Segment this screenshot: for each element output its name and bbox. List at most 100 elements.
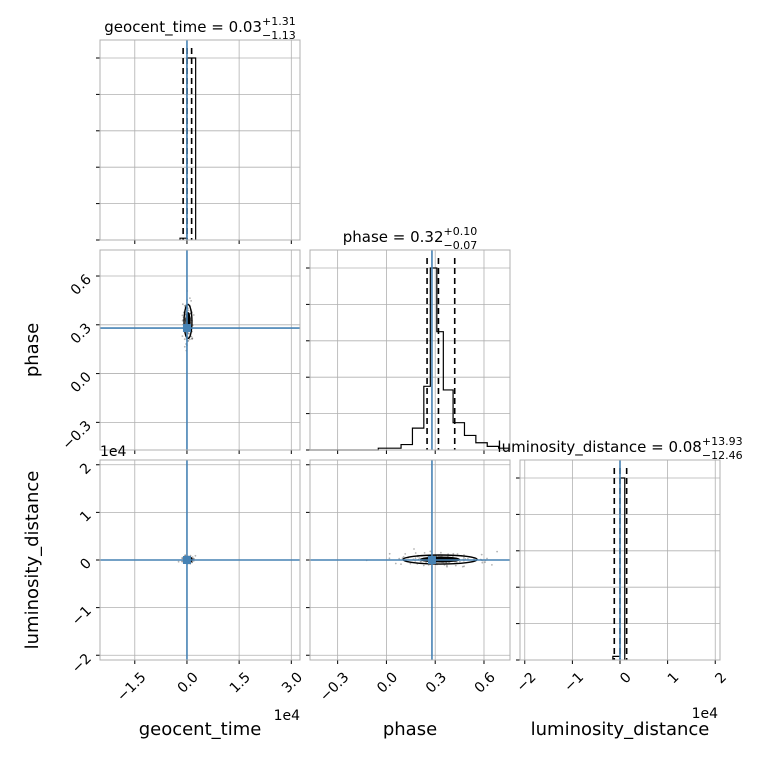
sample-point: [183, 345, 186, 348]
x-tick-label: 3.0: [279, 669, 306, 696]
x-axis-label-geocent_time: geocent_time: [139, 719, 262, 740]
panel-frame-panel-phase-phase: [309, 249, 511, 451]
x-tick-label: −0.3: [317, 669, 352, 704]
y-tick-label: −0.3: [59, 418, 94, 453]
sample-point: [429, 550, 432, 553]
panel-frame-panel-geocent_time-geocent_time: [99, 39, 301, 241]
sample-point: [189, 297, 191, 299]
title-minus-error: −0.07: [444, 239, 478, 252]
sample-point: [190, 335, 193, 338]
title-prefix: phase =: [343, 228, 410, 246]
sample-point: [191, 337, 194, 340]
sample-point: [454, 564, 457, 567]
x-tick-label: 1.5: [227, 669, 254, 696]
y-offset-label-luminosity_distance: 1e4: [100, 444, 127, 460]
title-prefix: geocent_time =: [104, 18, 228, 37]
sample-point: [181, 303, 184, 306]
sample-point: [188, 332, 191, 335]
sample-point: [190, 300, 193, 302]
sample-point: [181, 557, 184, 560]
sample-point: [180, 560, 183, 563]
sample-point: [402, 556, 405, 558]
sample-point: [496, 550, 498, 553]
sample-point: [484, 561, 486, 564]
y-tick-label: 1: [77, 508, 95, 526]
x-tick-label: 1: [665, 669, 683, 687]
title-prefix: luminosity_distance =: [497, 438, 668, 457]
title-plus-error: +0.10: [444, 225, 478, 238]
sample-point: [400, 563, 402, 565]
sample-point: [394, 562, 397, 565]
sample-point: [481, 561, 484, 564]
sample-point: [191, 338, 194, 340]
sample-point: [181, 335, 184, 337]
sample-point: [446, 564, 448, 567]
x-tick-label: 2: [712, 669, 730, 687]
panel-frame-panel-luminosity_distance-phase: [309, 459, 511, 661]
sample-point: [183, 338, 186, 341]
x-offset-label-luminosity_distance: 1e4: [692, 706, 719, 722]
sample-point: [187, 309, 190, 312]
x-tick-label: −1: [561, 669, 587, 695]
title-plus-error: +1.31: [262, 15, 296, 28]
sample-point: [188, 338, 191, 341]
sample-point: [461, 565, 464, 568]
contour-2sigma: [183, 303, 193, 340]
x-tick-label: 0.6: [472, 669, 499, 696]
sample-point: [456, 553, 459, 555]
histogram-phase: [310, 267, 511, 451]
sample-point: [183, 304, 186, 307]
x-tick-label: 0.3: [423, 669, 450, 696]
sample-point: [404, 553, 407, 555]
sample-point: [184, 554, 187, 557]
sample-point: [486, 557, 488, 560]
title-luminosity_distance: luminosity_distance = 0.08+13.93: [497, 435, 742, 457]
sample-point: [181, 557, 184, 559]
x-tick-label: 0.0: [175, 669, 202, 696]
truth-marker: [427, 556, 436, 564]
y-tick-label: 0: [77, 556, 95, 574]
sample-point: [388, 557, 391, 560]
title-minus-error: −12.46: [702, 449, 743, 462]
sample-point: [463, 565, 465, 568]
x-tick-label: −2: [514, 669, 540, 695]
x-tick-label: 0.0: [374, 669, 401, 696]
sample-point: [463, 556, 465, 559]
x-axis-label-phase: phase: [383, 719, 437, 740]
sample-point: [414, 552, 417, 554]
sample-point: [181, 314, 184, 317]
sample-point: [192, 314, 195, 316]
x-offset-label-geocent_time: 1e4: [274, 708, 301, 724]
y-tick-label: −1: [69, 603, 95, 629]
truth-marker: [182, 556, 191, 564]
truth-marker: [182, 324, 191, 333]
sample-point: [409, 562, 412, 565]
y-axis-label-luminosity_distance: luminosity_distance: [22, 471, 43, 650]
sample-point: [388, 552, 391, 555]
title-median: 0.08: [668, 438, 701, 456]
sample-point: [398, 557, 401, 560]
x-tick-label: 0: [617, 669, 635, 687]
y-tick-label: 0.6: [68, 271, 95, 298]
sample-point: [458, 560, 461, 563]
title-median: 0.03: [229, 18, 262, 36]
sample-point: [191, 337, 193, 340]
sample-point: [191, 556, 194, 559]
title-median: 0.32: [410, 228, 443, 246]
sample-point: [181, 319, 184, 322]
y-tick-label: −2: [69, 651, 95, 677]
sample-point: [446, 565, 448, 568]
sample-point: [187, 340, 190, 342]
sample-point: [419, 561, 422, 563]
panel-frame-panel-phase-geocent_time: [99, 249, 301, 451]
sample-point: [452, 552, 455, 555]
x-tick-label: −1.5: [114, 669, 149, 704]
sample-point: [177, 560, 180, 563]
y-tick-label: 2: [77, 460, 95, 478]
y-axis-label-phase: phase: [22, 323, 43, 377]
x-axis-label-luminosity_distance: luminosity_distance: [531, 719, 710, 740]
sample-point: [422, 564, 425, 567]
sample-point: [440, 551, 442, 554]
sample-point: [414, 557, 417, 560]
